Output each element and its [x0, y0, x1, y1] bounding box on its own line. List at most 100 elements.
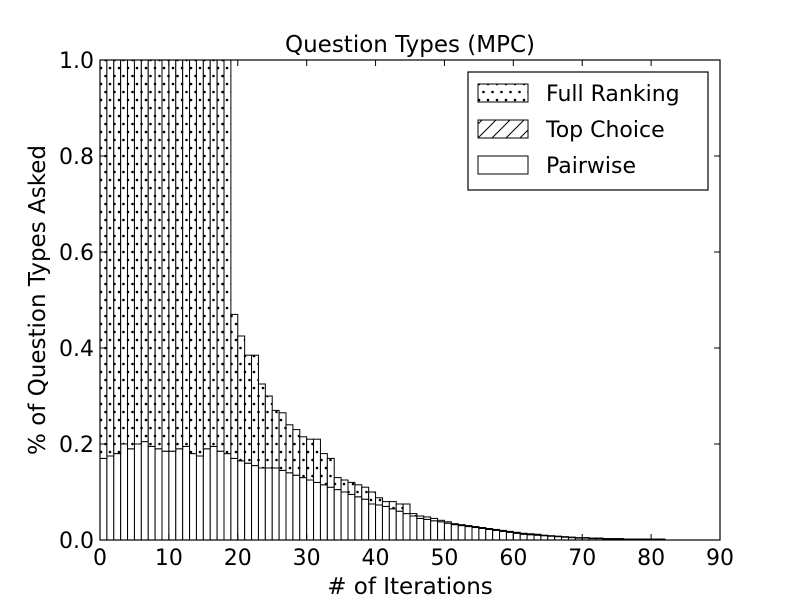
bar-pairwise — [472, 528, 479, 540]
bar-pairwise — [190, 454, 197, 540]
legend-swatch-top-choice — [478, 120, 528, 138]
bar-pairwise — [169, 451, 176, 540]
bar-full-ranking — [341, 480, 348, 492]
bar-pairwise — [217, 451, 224, 540]
bar-pairwise — [341, 492, 348, 540]
bar-pairwise — [252, 466, 259, 540]
bar-pairwise — [431, 521, 438, 540]
bar-pairwise — [376, 505, 383, 540]
y-tick-label: 0.4 — [59, 337, 94, 362]
bar-pairwise — [417, 518, 424, 540]
bar-full-ranking — [155, 60, 162, 449]
bar-pairwise — [327, 487, 334, 540]
bar-full-ranking — [376, 498, 383, 505]
bar-full-ranking — [107, 60, 114, 456]
bar-full-ranking — [252, 355, 259, 465]
bar-pairwise — [527, 535, 534, 540]
bar-full-ranking — [520, 533, 527, 534]
bar-full-ranking — [224, 60, 231, 454]
bar-full-ranking — [183, 60, 190, 446]
bar-pairwise — [258, 468, 265, 540]
bar-pairwise — [141, 442, 148, 540]
chart-title: Question Types (MPC) — [285, 32, 535, 58]
bar-full-ranking — [272, 410, 279, 468]
bar-full-ranking — [506, 531, 513, 532]
bar-pairwise — [245, 463, 252, 540]
bar-full-ranking — [307, 439, 314, 480]
bar-pairwise — [465, 527, 472, 540]
bar-full-ranking — [424, 517, 431, 519]
x-tick-label: 50 — [430, 546, 458, 571]
legend-swatch-full-ranking — [478, 84, 528, 102]
x-tick-label: 0 — [93, 546, 107, 571]
bar-full-ranking — [389, 502, 396, 509]
bar-full-ranking — [527, 534, 534, 535]
bar-pairwise — [134, 444, 141, 540]
x-tick-label: 60 — [499, 546, 527, 571]
bar-pairwise — [513, 533, 520, 540]
bar-pairwise — [300, 478, 307, 540]
bar-pairwise — [410, 516, 417, 540]
bar-pairwise — [100, 458, 107, 540]
bar-pairwise — [203, 449, 210, 540]
bar-pairwise — [355, 497, 362, 540]
bar-pairwise — [403, 514, 410, 540]
bar-full-ranking — [128, 60, 135, 449]
bar-pairwise — [279, 470, 286, 540]
bar-full-ranking — [190, 60, 197, 454]
bar-pairwise — [382, 506, 389, 540]
y-tick-label: 0.6 — [59, 241, 94, 266]
bar-pairwise — [520, 534, 527, 540]
bar-full-ranking — [293, 430, 300, 476]
bar-full-ranking — [169, 60, 176, 451]
bar-full-ranking — [176, 60, 183, 449]
bar-full-ranking — [369, 492, 376, 504]
bar-pairwise — [176, 449, 183, 540]
x-tick-label: 70 — [568, 546, 596, 571]
bar-full-ranking — [258, 384, 265, 468]
bar-full-ranking — [327, 458, 334, 487]
bar-pairwise — [396, 511, 403, 540]
bar-pairwise — [506, 532, 513, 540]
bar-full-ranking — [465, 526, 472, 527]
bar-pairwise — [293, 475, 300, 540]
bar-full-ranking — [493, 529, 500, 530]
legend-label-full-ranking: Full Ranking — [546, 82, 680, 107]
y-tick-label: 0.0 — [59, 529, 94, 554]
x-tick-label: 10 — [155, 546, 183, 571]
y-tick-label: 1.0 — [59, 49, 94, 74]
bar-pairwise — [444, 523, 451, 540]
bar-pairwise — [369, 504, 376, 540]
bar-full-ranking — [500, 530, 507, 531]
bar-full-ranking — [210, 60, 217, 446]
legend-label-pairwise: Pairwise — [546, 154, 636, 179]
bar-full-ranking — [286, 425, 293, 473]
bar-full-ranking — [334, 478, 341, 490]
bar-full-ranking — [396, 504, 403, 511]
bar-pairwise — [320, 485, 327, 540]
bar-pairwise — [486, 529, 493, 540]
bar-full-ranking — [265, 396, 272, 468]
bar-full-ranking — [451, 524, 458, 525]
bar-pairwise — [272, 468, 279, 540]
bar-full-ranking — [513, 532, 520, 533]
bar-full-ranking — [458, 525, 465, 526]
bar-full-ranking — [382, 502, 389, 507]
bar-pairwise — [541, 536, 548, 540]
bar-full-ranking — [231, 314, 238, 458]
x-tick-label: 20 — [224, 546, 252, 571]
bar-pairwise — [286, 473, 293, 540]
bar-full-ranking — [279, 413, 286, 471]
bar-full-ranking — [355, 485, 362, 497]
bar-pairwise — [121, 444, 128, 540]
bar-pairwise — [210, 446, 217, 540]
bar-pairwise — [148, 446, 155, 540]
bar-full-ranking — [162, 60, 169, 451]
legend-swatch-pairwise — [478, 156, 528, 174]
bar-pairwise — [265, 468, 272, 540]
bar-pairwise — [155, 449, 162, 540]
bar-pairwise — [479, 528, 486, 540]
